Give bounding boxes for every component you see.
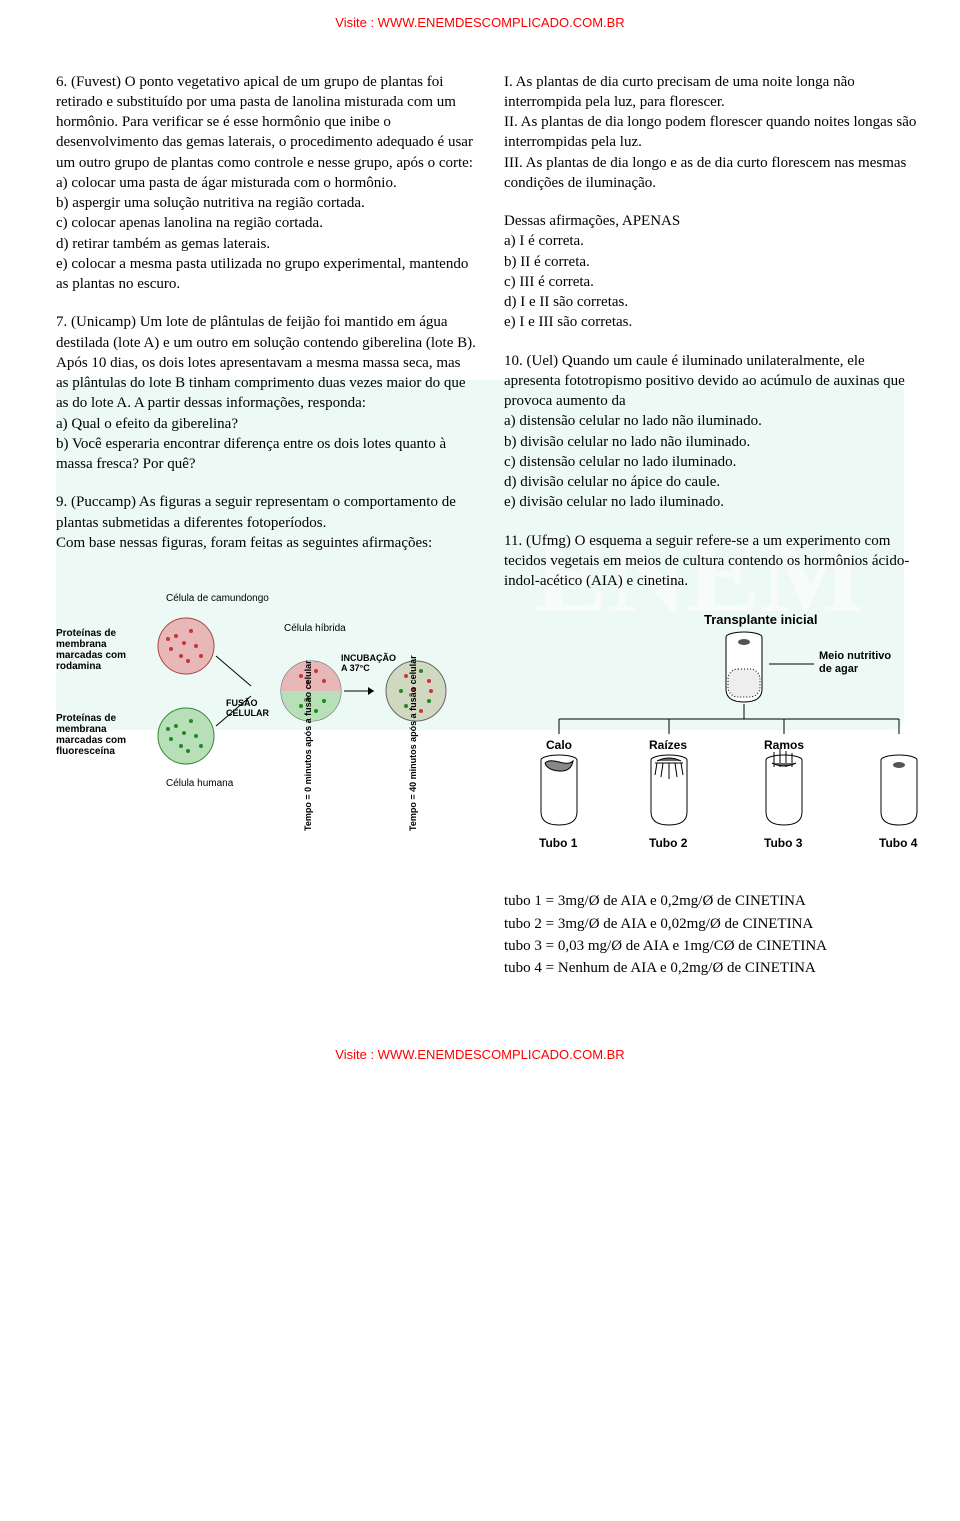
question-6: 6. (Fuvest) O ponto vegetativo apical de… bbox=[56, 72, 476, 295]
q9-II: II. As plantas de dia longo podem flores… bbox=[504, 112, 924, 153]
q10-c: c) distensão celular no lado iluminado. bbox=[504, 452, 924, 472]
q9-options: Dessas afirmações, APENAS a) I é correta… bbox=[504, 211, 924, 333]
question-11: 11. (Ufmg) O esquema a seguir refere-se … bbox=[504, 531, 924, 592]
svg-text:Tempo = 40 minutos após a fusã: Tempo = 40 minutos após a fusão celular bbox=[408, 655, 418, 831]
q6-b: b) aspergir uma solução nutritiva na reg… bbox=[56, 193, 476, 213]
svg-text:Tubo 3: Tubo 3 bbox=[764, 836, 803, 850]
q6-a: a) colocar uma pasta de ágar misturada c… bbox=[56, 173, 476, 193]
svg-text:Tubo 2: Tubo 2 bbox=[649, 836, 688, 850]
svg-text:Tubo 4: Tubo 4 bbox=[879, 836, 918, 850]
q9-c: c) III é correta. bbox=[504, 272, 924, 292]
q9-statements: I. As plantas de dia curto precisam de u… bbox=[504, 72, 924, 194]
q10-d: d) divisão celular no ápice do caule. bbox=[504, 472, 924, 492]
q9-d: d) I e II são corretas. bbox=[504, 292, 924, 312]
figure-transplante: Transplante inicial Meio nutritivode aga… bbox=[504, 609, 924, 889]
question-7: 7. (Unicamp) Um lote de plântulas de fei… bbox=[56, 312, 476, 474]
tube-1: tubo 1 = 3mg/Ø de AIA e 0,2mg/Ø de CINET… bbox=[504, 891, 924, 911]
svg-text:Raízes: Raízes bbox=[649, 738, 687, 752]
q9-cont: Com base nessas figuras, foram feitas as… bbox=[56, 533, 476, 553]
q11-stem: 11. (Ufmg) O esquema a seguir refere-se … bbox=[504, 531, 924, 592]
tube-2: tubo 2 = 3mg/Ø de AIA e 0,02mg/Ø de CINE… bbox=[504, 914, 924, 934]
q10-b: b) divisão celular no lado não iluminado… bbox=[504, 432, 924, 452]
svg-text:Meio nutritivode agar: Meio nutritivode agar bbox=[819, 650, 891, 675]
q9-stem: 9. (Puccamp) As figuras a seguir represe… bbox=[56, 492, 476, 533]
svg-text:Proteínas de membr: Proteínas de membrana marcadas com fluor… bbox=[56, 713, 129, 757]
q7-a: a) Qual o efeito da giberelina? bbox=[56, 414, 476, 434]
svg-text:Transplante inicial: Transplante inicial bbox=[704, 612, 817, 627]
svg-text:Calo: Calo bbox=[546, 738, 572, 752]
svg-text:Ramos: Ramos bbox=[764, 738, 804, 752]
figure-cell-fusion: Proteínas de membrana marcadas com rodam… bbox=[56, 571, 476, 851]
q10-e: e) divisão celular no lado iluminado. bbox=[504, 492, 924, 512]
page-footer: Visite : WWW.ENEMDESCOMPLICADO.COM.BR bbox=[56, 996, 904, 1068]
page-header: Visite : WWW.ENEMDESCOMPLICADO.COM.BR bbox=[56, 10, 904, 72]
q6-stem: 6. (Fuvest) O ponto vegetativo apical de… bbox=[56, 72, 476, 173]
q6-e: e) colocar a mesma pasta utilizada no gr… bbox=[56, 254, 476, 295]
q7-stem: 7. (Unicamp) Um lote de plântulas de fei… bbox=[56, 312, 476, 413]
svg-text:Proteínas de membr: Proteínas de membrana marcadas com rodam… bbox=[56, 628, 129, 672]
tube-3: tubo 3 = 0,03 mg/Ø de AIA e 1mg/CØ de CI… bbox=[504, 936, 924, 956]
q6-c: c) colocar apenas lanolina na região cor… bbox=[56, 213, 476, 233]
svg-text:Tubo 1: Tubo 1 bbox=[539, 836, 578, 850]
question-9: 9. (Puccamp) As figuras a seguir represe… bbox=[56, 492, 476, 553]
q9-e: e) I e III são corretas. bbox=[504, 312, 924, 332]
q9-III: III. As plantas de dia longo e as de dia… bbox=[504, 153, 924, 194]
svg-text:Célula de camundongo: Célula de camundongo bbox=[166, 593, 269, 604]
q9-b: b) II é correta. bbox=[504, 252, 924, 272]
svg-text:Tempo = 0 minutos após a fusão: Tempo = 0 minutos após a fusão celular bbox=[303, 660, 313, 831]
q10-stem: 10. (Uel) Quando um caule é iluminado un… bbox=[504, 351, 924, 412]
svg-text:INCUBAÇÃOA 37°C: INCUBAÇÃOA 37°C bbox=[341, 653, 396, 673]
q9-I: I. As plantas de dia curto precisam de u… bbox=[504, 72, 924, 113]
q9-lead: Dessas afirmações, APENAS bbox=[504, 211, 924, 231]
question-10: 10. (Uel) Quando um caule é iluminado un… bbox=[504, 351, 924, 513]
q9-a: a) I é correta. bbox=[504, 231, 924, 251]
tube-descriptions: tubo 1 = 3mg/Ø de AIA e 0,2mg/Ø de CINET… bbox=[504, 891, 924, 978]
q10-a: a) distensão celular no lado não ilumina… bbox=[504, 411, 924, 431]
q6-d: d) retirar também as gemas laterais. bbox=[56, 234, 476, 254]
svg-text:Célula híbrida: Célula híbrida bbox=[284, 623, 346, 634]
svg-text:FUSÃOCELULAR: FUSÃOCELULAR bbox=[226, 698, 269, 718]
svg-text:Célula humana: Célula humana bbox=[166, 778, 234, 789]
tube-4: tubo 4 = Nenhum de AIA e 0,2mg/Ø de CINE… bbox=[504, 958, 924, 978]
q7-b: b) Você esperaria encontrar diferença en… bbox=[56, 434, 476, 475]
